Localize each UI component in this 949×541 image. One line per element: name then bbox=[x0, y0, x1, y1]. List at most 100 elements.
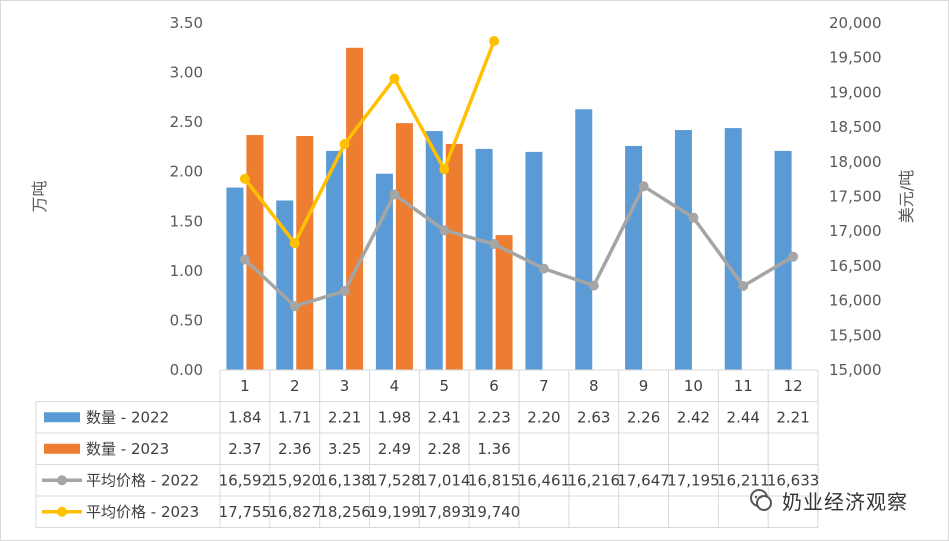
table-cell-value: 2.44 bbox=[727, 408, 760, 426]
point-2022 bbox=[489, 239, 500, 250]
table-cell-value: 16,211 bbox=[717, 471, 770, 489]
table-cell-value: 16,216 bbox=[568, 471, 621, 489]
point-2023 bbox=[389, 73, 400, 84]
y-tick-label: 3.50 bbox=[170, 14, 203, 32]
x-tick-label: 8 bbox=[589, 377, 599, 395]
table-cell-value: 18,256 bbox=[318, 503, 371, 521]
table-cell-value: 17,195 bbox=[667, 471, 720, 489]
table-cell-value: 2.63 bbox=[577, 408, 610, 426]
bar-2022 bbox=[276, 200, 294, 370]
y2-axis-title: 美元/吨 bbox=[897, 170, 916, 223]
legend-label: 数量 - 2023 bbox=[86, 440, 169, 458]
table-cell-value: 2.49 bbox=[378, 440, 411, 458]
table-cell-value: 2.21 bbox=[776, 408, 809, 426]
point-2022 bbox=[339, 286, 350, 297]
point-2022 bbox=[738, 280, 749, 291]
bar-2023 bbox=[296, 136, 314, 370]
table-cell-value: 17,893 bbox=[418, 503, 471, 521]
x-tick-label: 1 bbox=[240, 377, 250, 395]
table-cell-value: 2.36 bbox=[278, 440, 311, 458]
table-cell-value: 15,920 bbox=[269, 471, 322, 489]
bar-2023 bbox=[445, 143, 463, 370]
table-cell-value: 2.42 bbox=[677, 408, 710, 426]
watermark: 奶业经济观察 bbox=[748, 484, 928, 516]
bar-2022 bbox=[226, 187, 244, 370]
table-cell-value: 19,199 bbox=[368, 503, 421, 521]
x-tick-label: 5 bbox=[439, 377, 449, 395]
x-tick-label: 7 bbox=[539, 377, 549, 395]
table-cell-value: 16,827 bbox=[269, 503, 322, 521]
legend-key-bar bbox=[44, 412, 80, 423]
y2-tick-label: 16,500 bbox=[829, 257, 882, 275]
legend-key-marker bbox=[57, 506, 67, 517]
y-axis-title: 万吨 bbox=[30, 180, 49, 212]
point-2022 bbox=[538, 263, 549, 274]
table-cell-value: 17,755 bbox=[219, 503, 272, 521]
y-tick-label: 0.00 bbox=[170, 361, 203, 379]
x-tick-label: 3 bbox=[340, 377, 350, 395]
bar-2023 bbox=[346, 47, 364, 371]
point-2022 bbox=[239, 254, 250, 265]
point-2023 bbox=[289, 238, 300, 249]
bar-2022 bbox=[724, 128, 742, 370]
table-cell-value: 1.71 bbox=[278, 408, 311, 426]
table-cell-value: 16,138 bbox=[318, 471, 371, 489]
point-2023 bbox=[439, 164, 450, 175]
table-cell-value: 1.36 bbox=[477, 440, 510, 458]
y2-tick-label: 20,000 bbox=[829, 14, 882, 32]
y-tick-label: 0.50 bbox=[170, 311, 203, 329]
point-2022 bbox=[638, 181, 649, 192]
y-tick-label: 1.50 bbox=[170, 212, 203, 230]
y2-tick-label: 16,000 bbox=[829, 292, 882, 310]
legend-label: 数量 - 2022 bbox=[86, 408, 169, 426]
line-2023 bbox=[243, 40, 496, 245]
y2-tick-label: 18,000 bbox=[829, 153, 882, 171]
bar-2022 bbox=[575, 109, 593, 371]
table-cell-value: 2.41 bbox=[428, 408, 461, 426]
y2-tick-label: 17,500 bbox=[829, 188, 882, 206]
table-cell-value: 1.84 bbox=[228, 408, 261, 426]
bar-2022 bbox=[425, 131, 443, 370]
table-cell-value: 17,528 bbox=[368, 471, 421, 489]
x-tick-label: 6 bbox=[489, 377, 499, 395]
x-tick-label: 4 bbox=[390, 377, 400, 395]
point-2022 bbox=[439, 225, 450, 236]
table-cell-value: 1.98 bbox=[378, 408, 411, 426]
x-tick-label: 9 bbox=[639, 377, 649, 395]
y2-tick-label: 18,500 bbox=[829, 118, 882, 136]
y2-tick-label: 19,000 bbox=[829, 83, 882, 101]
y2-tick-label: 15,500 bbox=[829, 326, 882, 344]
wechat-icon bbox=[750, 489, 772, 511]
table-cell-value: 16,815 bbox=[468, 471, 521, 489]
table-cell-value: 2.23 bbox=[477, 408, 510, 426]
table-cell-value: 16,592 bbox=[219, 471, 272, 489]
x-tick-label: 10 bbox=[684, 377, 703, 395]
x-tick-label: 2 bbox=[290, 377, 300, 395]
point-2022 bbox=[688, 212, 699, 223]
table-cell-value: 3.25 bbox=[328, 440, 361, 458]
y-tick-label: 1.00 bbox=[170, 262, 203, 280]
y2-tick-label: 19,500 bbox=[829, 49, 882, 67]
bar-2022 bbox=[674, 130, 692, 370]
legend-label: 平均价格 - 2023 bbox=[86, 503, 199, 521]
bar-2022 bbox=[774, 150, 792, 370]
point-2022 bbox=[389, 189, 400, 200]
table-cell-value: 16,461 bbox=[518, 471, 571, 489]
point-2023 bbox=[489, 36, 500, 47]
table-cell-value: 2.21 bbox=[328, 408, 361, 426]
bar-2022 bbox=[326, 150, 344, 370]
watermark-text: 奶业经济观察 bbox=[782, 489, 908, 514]
table-cell-value: 2.26 bbox=[627, 408, 660, 426]
table-cell-value: 2.37 bbox=[228, 440, 261, 458]
point-2023 bbox=[239, 173, 250, 184]
table-cell-value: 19,740 bbox=[468, 503, 521, 521]
y2-tick-label: 17,000 bbox=[829, 222, 882, 240]
bar-2023 bbox=[395, 123, 413, 371]
point-2022 bbox=[289, 301, 300, 312]
point-2022 bbox=[588, 280, 599, 291]
x-tick-label: 12 bbox=[784, 377, 803, 395]
table-cell-value: 17,647 bbox=[617, 471, 670, 489]
table-cell-value: 2.28 bbox=[428, 440, 461, 458]
legend-label: 平均价格 - 2022 bbox=[86, 471, 199, 489]
